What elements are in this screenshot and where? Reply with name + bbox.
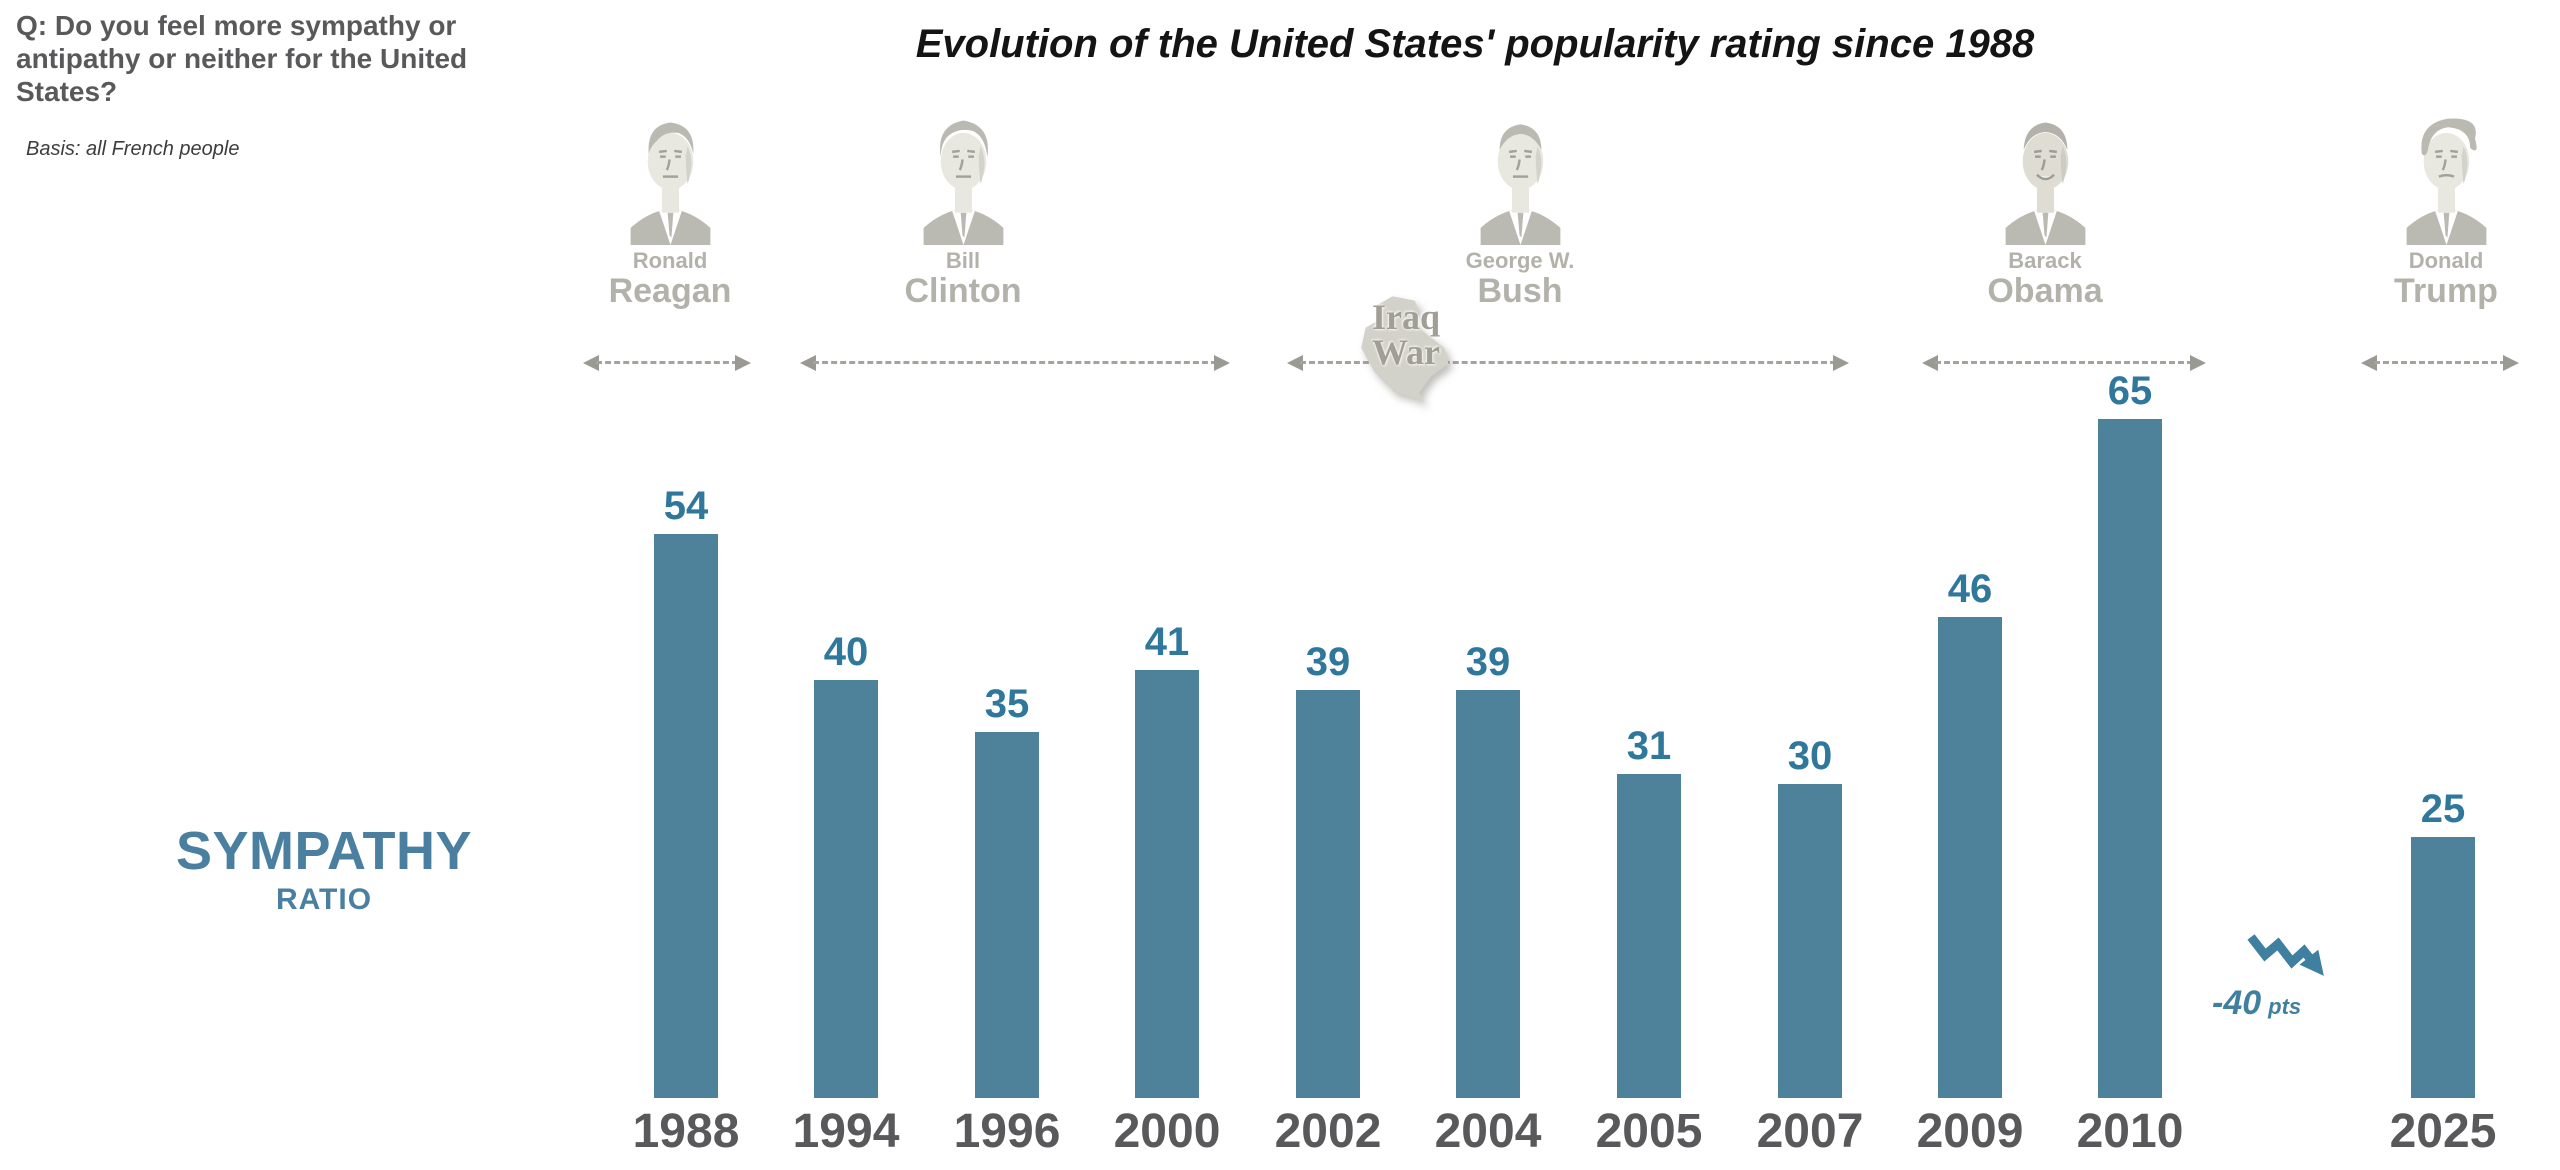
trump-term-arrow — [2361, 354, 2519, 372]
value-label-2010: 65 — [2107, 369, 2153, 413]
year-label-1988: 1988 — [632, 1105, 740, 1158]
bar-2007 — [1778, 784, 1842, 1098]
bar-2005 — [1617, 774, 1681, 1098]
bar-2025 — [2411, 837, 2475, 1098]
arrow-left-head-icon — [1287, 355, 1303, 371]
bar-1994 — [814, 680, 878, 1098]
president-last-name: Reagan — [608, 272, 732, 310]
arrow-left-head-icon — [583, 355, 599, 371]
bar-1988 — [654, 534, 718, 1098]
value-label-1988: 54 — [663, 484, 709, 528]
bar-2009 — [1938, 617, 2002, 1098]
year-label-2002: 2002 — [1274, 1105, 1382, 1158]
arrow-right-head-icon — [1214, 355, 1230, 371]
value-label-2005: 31 — [1626, 724, 1672, 768]
president-figure-bush: George W. Bush — [1390, 112, 1650, 309]
iraq-war-label-line1: Iraq — [1371, 297, 1440, 337]
value-label-2002: 39 — [1305, 640, 1351, 684]
chart-title: Evolution of the United States' populari… — [915, 22, 2035, 66]
value-label-2007: 30 — [1787, 734, 1833, 778]
president-first-name: George W. — [1465, 248, 1575, 273]
president-figure-obama: Barack Obama — [1915, 112, 2175, 309]
value-label-2009: 46 — [1947, 567, 1993, 611]
iraq-war-label-line2: War — [1372, 332, 1440, 373]
drop-value: -40 — [2212, 984, 2262, 1022]
bar-2000 — [1135, 670, 1199, 1098]
drop-unit: pts — [2268, 994, 2302, 1019]
arrow-right-head-icon — [1833, 355, 1849, 371]
arrow-right-head-icon — [735, 355, 751, 371]
president-figure-clinton: Bill Clinton — [833, 112, 1093, 309]
value-label-2025: 25 — [2420, 787, 2466, 831]
president-last-name: Obama — [1987, 272, 2103, 310]
obama-portrait-icon — [2005, 122, 2085, 245]
bar-2010 — [2098, 419, 2162, 1098]
year-label-2009: 2009 — [1916, 1105, 2024, 1158]
bar-2002 — [1296, 690, 1360, 1098]
year-label-2000: 2000 — [1113, 1105, 1221, 1158]
year-label-2007: 2007 — [1756, 1105, 1864, 1158]
year-label-1996: 1996 — [953, 1105, 1061, 1158]
drop-annotation-label: -40 pts — [2212, 984, 2301, 1023]
iraq-map-icon — [1361, 296, 1449, 403]
arrow-left-head-icon — [1922, 355, 1938, 371]
zigzag-down-arrow-icon — [2247, 934, 2324, 976]
year-label-2025: 2025 — [2389, 1105, 2497, 1158]
year-label-2005: 2005 — [1595, 1105, 1703, 1158]
value-label-2004: 39 — [1465, 640, 1511, 684]
trump-portrait-icon — [2406, 118, 2486, 245]
year-label-1994: 1994 — [792, 1105, 900, 1158]
bar-2004 — [1456, 690, 1520, 1098]
president-first-name: Barack — [2008, 248, 2082, 273]
president-first-name: Donald — [2408, 248, 2484, 273]
value-label-2000: 41 — [1144, 620, 1190, 664]
president-figure-trump: Donald Trump — [2316, 112, 2560, 309]
reagan-portrait-icon — [630, 122, 710, 245]
arrow-dash-line — [813, 361, 1217, 364]
president-first-name: Ronald — [632, 248, 708, 273]
obama-term-arrow — [1922, 354, 2206, 372]
y-axis-label-line2: RATIO — [275, 883, 373, 916]
survey-basis: Basis: all French people — [26, 138, 240, 160]
president-figure-reagan: Ronald Reagan — [540, 112, 800, 309]
clinton-portrait-icon — [923, 120, 1003, 245]
arrow-dash-line — [596, 361, 738, 364]
president-last-name: Bush — [1477, 272, 1563, 310]
bar-1996 — [975, 732, 1039, 1098]
arrow-dash-line — [1935, 361, 2193, 364]
value-label-1994: 40 — [823, 630, 869, 674]
survey-question: Q: Do you feel more sympathy or antipath… — [16, 10, 468, 107]
bush-term-arrow — [1287, 354, 1849, 372]
arrow-right-head-icon — [2503, 355, 2519, 371]
president-first-name: Bill — [945, 248, 981, 273]
president-last-name: Clinton — [904, 272, 1022, 310]
arrow-dash-line — [1300, 361, 1836, 364]
arrow-left-head-icon — [800, 355, 816, 371]
president-last-name: Trump — [2394, 272, 2498, 310]
clinton-term-arrow — [800, 354, 1230, 372]
year-label-2010: 2010 — [2076, 1105, 2184, 1158]
reagan-term-arrow — [583, 354, 751, 372]
y-axis-label-line1: SYMPATHY — [175, 821, 473, 881]
bush-portrait-icon — [1480, 124, 1560, 245]
iraq-war-label: Iraq War — [1350, 297, 1462, 373]
arrow-dash-line — [2374, 361, 2506, 364]
arrow-right-head-icon — [2190, 355, 2206, 371]
arrow-left-head-icon — [2361, 355, 2377, 371]
year-label-2004: 2004 — [1434, 1105, 1542, 1158]
value-label-1996: 35 — [984, 682, 1030, 726]
y-axis-label: SYMPATHY RATIO — [174, 820, 474, 917]
